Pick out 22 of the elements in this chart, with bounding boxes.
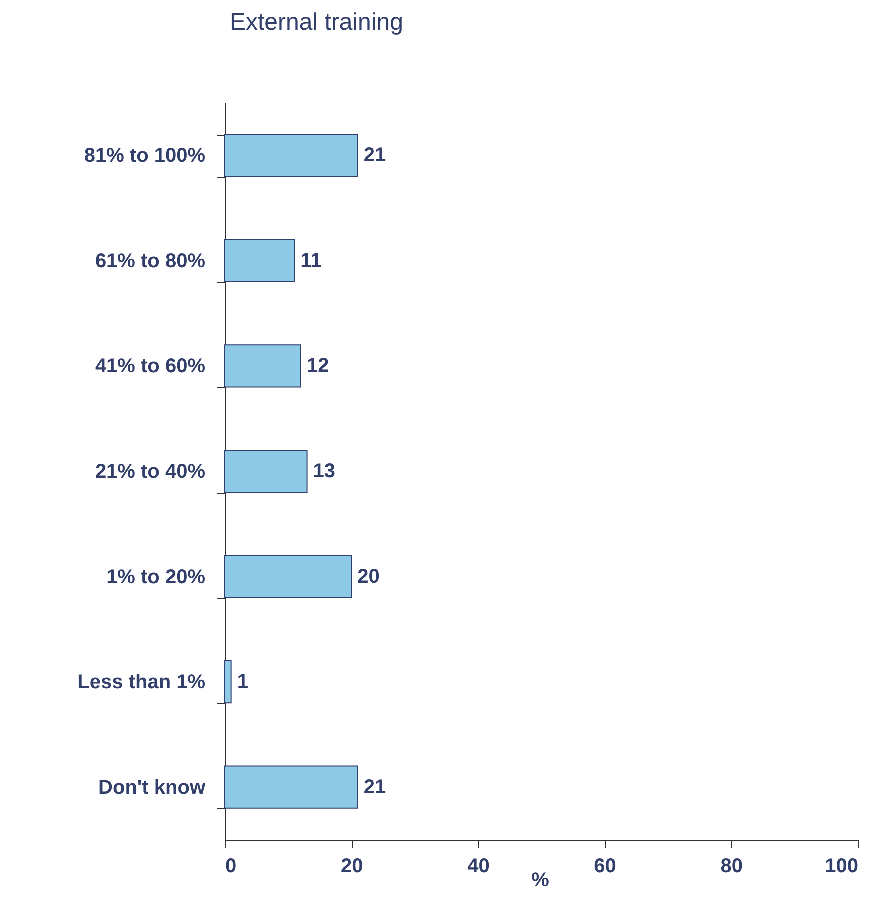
x-tick-label: 40 [468, 856, 490, 878]
y-tick-label: 1% to 20% [106, 566, 206, 588]
chart-title: External training [230, 9, 404, 36]
x-tick-label: 80 [720, 856, 744, 878]
y-tick-label: Don't know [98, 776, 206, 799]
x-tick-label: 60 [594, 856, 616, 878]
y-tick-label: 41% to 60% [95, 356, 206, 378]
x-axis-title: % [532, 870, 550, 892]
data-label: 11 [300, 250, 322, 272]
data-label: 12 [306, 355, 330, 378]
x-tick-label: 100 [825, 856, 858, 878]
y-tick-label: 81% to 100% [84, 145, 206, 168]
data-label: 20 [358, 566, 380, 588]
y-tick-label: 21% to 40% [95, 461, 206, 483]
x-tick-label: 20 [340, 856, 364, 878]
y-tick-label: Less than 1% [78, 672, 206, 694]
data-label: 21 [364, 144, 386, 167]
y-tick-label: 61% to 80% [95, 250, 206, 272]
x-tick-label: 0 [226, 856, 237, 878]
data-label: 21 [364, 776, 386, 798]
data-label: 1 [237, 671, 248, 694]
data-label: 13 [313, 460, 336, 482]
